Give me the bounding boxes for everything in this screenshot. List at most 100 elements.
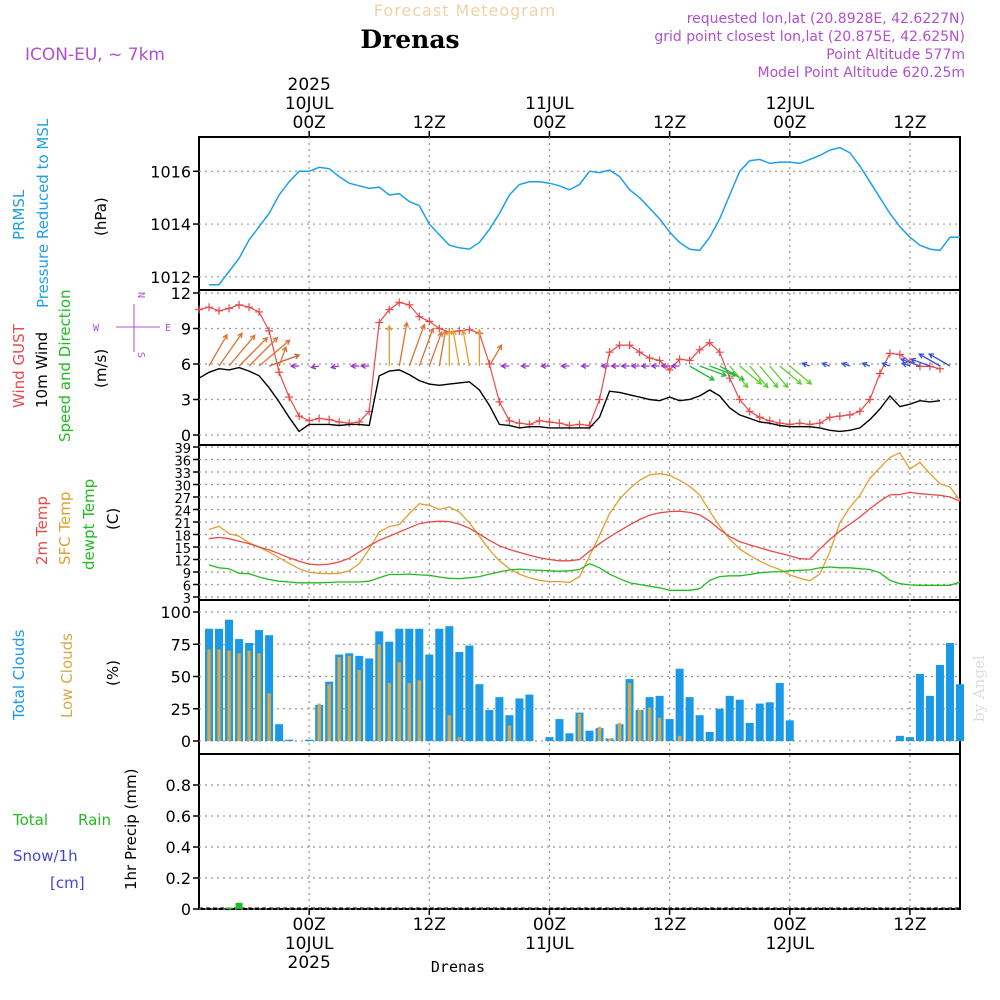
low-cloud-bar [237,653,241,741]
total-cloud-bar [775,682,784,741]
pressure-panel-frame [198,136,961,291]
wind-direction-arrow [238,336,269,367]
low-cloud-bar [267,693,271,741]
wind-direction-arrow [309,363,320,370]
wind-direction-arrow [428,330,444,367]
plot-series [195,148,965,909]
low-cloud-bar [247,650,251,741]
gust-marker [345,419,354,428]
gust-marker [885,349,894,358]
gust-marker [225,304,234,313]
wind-direction-arrow [386,324,393,366]
wind-direction-arrow [861,361,871,368]
wind-direction-arrow [349,363,360,369]
gust-marker [825,413,834,422]
gust-marker [215,306,224,315]
total-cloud-bar [895,735,904,741]
precip-label-cm: [cm] [50,874,85,892]
cloud-ytick-label: 50 [171,668,191,687]
total-cloud-bar [455,651,464,741]
gust-marker [265,326,274,335]
total-cloud-bar [445,626,454,741]
temp-ytick-label: 33 [174,467,191,482]
low-cloud-bar [207,649,211,741]
temp-unit: (C) [104,508,122,530]
wind-direction-arrow [769,365,789,389]
gust-marker [515,419,524,428]
wind-ytick-label: 9 [181,320,191,339]
total-cloud-bar [725,695,734,741]
pressure-label-b: Pressure Reduced to MSL [34,118,52,308]
temp-label-a: 2m Temp [33,496,51,565]
compass-rose: E W N S [93,292,171,358]
cloud-ytick-label: 25 [171,700,191,719]
low-cloud-bar [407,682,411,741]
gust-marker [895,350,904,359]
precip-label-rain: Rain [78,811,111,829]
wind-ytick-label: 0 [181,426,191,445]
gust-marker [395,298,404,307]
bottom-time-label: 11JUL [525,934,574,954]
gust-marker [685,356,694,365]
gust-marker [575,420,584,429]
gust-marker [845,410,854,419]
wind-direction-arrow [450,329,460,367]
top-time-label: 00Z [293,113,326,133]
total-cloud-bar [275,724,284,741]
top-time-label: 11JUL [525,94,574,114]
wind-direction-arrow [918,353,941,367]
total-cloud-bar [565,733,574,741]
temp-label-c: dewpt Temp [80,479,98,570]
temp-ytick-label: 9 [183,567,191,582]
wind-direction-arrow [258,339,291,367]
bottom-time-label: 10JUL [285,934,334,954]
compass-west: W [93,323,100,334]
bottom-time-label: 12JUL [765,934,814,954]
rain-bar [225,907,233,909]
wind-direction-arrow [520,363,530,369]
total-cloud-bar [435,628,444,741]
top-time-label: 10JUL [285,94,334,114]
wind-direction-arrow [540,363,550,369]
total-cloud-bar [955,684,965,741]
precip-ytick-label: 0.2 [166,869,191,888]
gust-marker [795,419,804,428]
grid-lines [193,131,960,915]
temp-ytick-label: 18 [174,530,191,545]
bottom-time-label: 12Z [653,915,686,935]
gust-marker [425,317,434,326]
precip-panel-frame [198,753,961,910]
total-cloud-bar [365,658,374,741]
wind-direction-arrow [610,363,620,369]
wind-direction-arrow [801,361,811,368]
wind-direction-arrow [359,363,370,369]
low-cloud-bar [387,682,391,741]
wind-labels: Wind GUST 10m Wind Speed and Direction (… [10,289,171,442]
pressure-ytick-label: 1014 [150,215,191,234]
precip-unit: 1hr Precip (mm) [122,769,140,890]
bottom-time-label: 12Z [413,915,446,935]
wind-direction-arrow [600,363,610,369]
cloud-label-b: Low Clouds [58,633,76,718]
total-cloud-bar [515,698,524,741]
bottom-time-label: 00Z [773,915,806,935]
low-cloud-bar [657,717,662,741]
wind-direction-arrow [670,363,680,369]
2m-temp-line [208,491,961,566]
wind-direction-arrow [901,361,911,368]
gust-marker [415,312,424,321]
top-time-label: 12Z [413,113,446,133]
gust-marker [255,307,264,316]
wind-direction-arrow [329,363,340,370]
bottom-time-label: 2025 [288,953,331,973]
gust-marker [205,303,214,312]
wind-direction-arrow [899,357,921,367]
wind-direction-arrow [640,363,650,369]
total-cloud-bar [545,737,554,741]
gust-marker [935,364,944,373]
pressure-labels: PRMSL Pressure Reduced to MSL (hPa) [10,118,110,308]
wind-direction-arrow [650,363,660,369]
model-altitude: Model Point Altitude 620.25m [758,65,965,81]
gust-marker [705,338,714,347]
total-cloud-bar [485,710,494,741]
